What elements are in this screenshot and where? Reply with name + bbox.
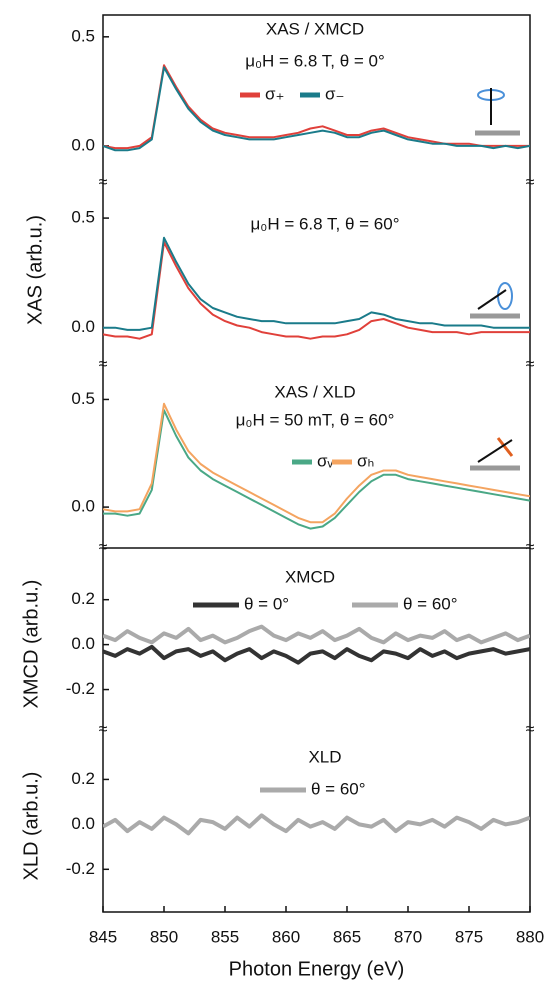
y-axis-label: XLD (arb.u.) (20, 772, 42, 881)
legend-label: σ₊ (265, 84, 284, 103)
y-tick-label: 0.0 (71, 135, 95, 154)
legend-label: θ = 0° (244, 594, 289, 613)
legend-label: σₕ (357, 451, 374, 470)
x-tick-label: 855 (211, 927, 239, 946)
panel: 0.0 0.5 XAS / XMCD μ₀H = 6.8 T, θ = 0° σ₊ σ₋ (71, 19, 530, 154)
x-tick-label: 880 (516, 927, 544, 946)
panel: ≈ ≈0.0 0.5 XAS / XLD μ₀H = 50 mT, θ = 60° σᵥ σ… (71, 356, 535, 530)
series-group (103, 64, 530, 152)
panel-title: XLD (308, 747, 341, 766)
panel-title: XAS / XMCD (266, 19, 364, 38)
axis-break: ≈ (526, 539, 535, 556)
beam-icon (477, 289, 507, 310)
polarization-icon (497, 282, 513, 310)
legend-label: σ₋ (325, 84, 344, 103)
x-tick-label: 860 (272, 927, 300, 946)
data-line (103, 66, 530, 152)
axis-break: ≈ (526, 356, 535, 373)
x-tick-label: 845 (89, 927, 117, 946)
panel: ≈ ≈0.0 0.5 μ₀H = 6.8 T, θ = 60° XAS (arb.u.) (24, 174, 535, 340)
legend-label: θ = 60° (311, 779, 366, 798)
panel-subtitle: μ₀H = 6.8 T, θ = 0° (245, 51, 385, 70)
data-line (103, 644, 530, 665)
panel: ≈ ≈ -0.2 0.0 0.2 XLD θ = 60° XLD (arb.u.) 845 850… (20, 721, 544, 980)
polarization-icon (496, 437, 514, 457)
y-axis-label: XMCD (arb.u.) (20, 580, 42, 709)
series-group (103, 402, 530, 530)
data-line (103, 241, 530, 340)
data-line (103, 402, 530, 524)
y-tick-label: 0.2 (71, 589, 95, 608)
y-tick-label: -0.2 (66, 679, 95, 698)
y-tick-label: 0.2 (71, 769, 95, 788)
y-tick-label: 0.0 (71, 497, 95, 516)
y-tick-label: 0.5 (71, 389, 95, 408)
panel: ≈ ≈ -0.2 0.0 0.2 XMCD θ = 0° θ = 60° XMCD (arb.u… (20, 539, 534, 708)
legend-label: σᵥ (317, 451, 333, 470)
series-group (103, 624, 530, 665)
series-group (103, 813, 530, 836)
y-tick-label: -0.2 (66, 859, 95, 878)
axis-break: ≈ (99, 174, 108, 191)
x-tick-label: 865 (333, 927, 361, 946)
panel-title: XAS / XLD (274, 382, 355, 401)
y-axis-label: XAS (arb.u.) (24, 215, 46, 325)
icons (470, 88, 520, 471)
panel-title: XMCD (285, 567, 335, 586)
beam-icon (477, 439, 513, 463)
plot-frame (102, 14, 531, 913)
x-tick-label: 850 (150, 927, 178, 946)
series-group (103, 236, 530, 340)
data-line (103, 236, 530, 331)
y-tick-label: 0.0 (71, 317, 95, 336)
panel-subtitle: μ₀H = 6.8 T, θ = 60° (250, 214, 399, 233)
data-line (103, 813, 530, 836)
x-tick-label: 870 (394, 927, 422, 946)
axis-break: ≈ (99, 356, 108, 373)
data-line (103, 624, 530, 645)
axis-break: ≈ (526, 174, 535, 191)
y-tick-label: 0.5 (71, 26, 95, 45)
axis-break: ≈ (99, 721, 108, 738)
axis-break: ≈ (99, 539, 108, 556)
x-axis-label: Photon Energy (eV) (229, 958, 405, 980)
data-line (103, 409, 530, 530)
y-tick-label: 0.5 (71, 208, 95, 227)
axis-break: ≈ (526, 721, 535, 738)
data-line (103, 64, 530, 150)
x-tick-label: 875 (455, 927, 483, 946)
y-tick-label: 0.0 (71, 814, 95, 833)
panel-subtitle: μ₀H = 50 mT, θ = 60° (236, 410, 395, 429)
legend-label: θ = 60° (403, 594, 458, 613)
y-tick-label: 0.0 (71, 634, 95, 653)
